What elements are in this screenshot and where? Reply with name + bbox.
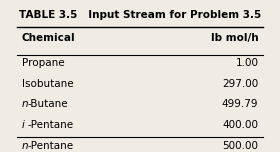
Text: Isobutane: Isobutane: [22, 79, 73, 89]
Text: -Pentane: -Pentane: [27, 120, 73, 130]
Text: n: n: [22, 141, 28, 150]
Text: n: n: [22, 99, 28, 109]
Text: -Butane: -Butane: [27, 99, 68, 109]
Text: 500.00: 500.00: [222, 141, 258, 150]
Text: i: i: [22, 120, 24, 130]
Text: -Pentane: -Pentane: [27, 141, 73, 150]
Text: 499.79: 499.79: [222, 99, 258, 109]
Text: 400.00: 400.00: [222, 120, 258, 130]
Text: Chemical: Chemical: [22, 33, 75, 43]
Text: Propane: Propane: [22, 58, 64, 68]
Text: TABLE 3.5   Input Stream for Problem 3.5: TABLE 3.5 Input Stream for Problem 3.5: [19, 10, 261, 20]
Text: 297.00: 297.00: [222, 79, 258, 89]
Text: lb mol/h: lb mol/h: [211, 33, 258, 43]
Text: 1.00: 1.00: [235, 58, 258, 68]
